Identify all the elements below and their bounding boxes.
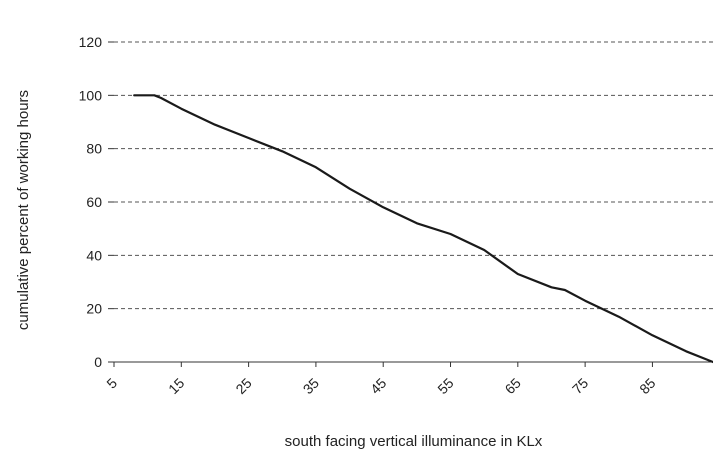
y-tick-labels: 0 20 40 60 80 100 120 (79, 34, 114, 370)
x-tick-label-2: 25 (232, 375, 254, 397)
x-axis-title: south facing vertical illuminance in KLx (285, 433, 543, 450)
x-tick-label-7: 75 (569, 375, 591, 397)
x-tick-label-3: 35 (300, 375, 322, 397)
x-tick-label-1: 15 (165, 375, 187, 397)
x-tick-label-8: 85 (636, 375, 658, 397)
y-tick-label-6: 120 (79, 34, 103, 50)
x-tick-label-4: 45 (367, 375, 389, 397)
y-tick-label-0: 0 (94, 354, 102, 370)
x-tick-label-6: 65 (502, 375, 524, 397)
y-tick-label-5: 100 (79, 87, 103, 103)
series-layer (133, 94, 713, 364)
series-line (133, 94, 713, 364)
y-tick-label-1: 20 (86, 301, 102, 317)
y-tick-label-3: 60 (86, 194, 102, 210)
y-axis-title: cumulative percent of working hours (15, 90, 32, 330)
x-tick-label-5: 55 (434, 375, 456, 397)
x-tick-label-0: 5 (103, 375, 120, 392)
x-tick-labels: 5 15 25 35 45 55 65 75 85 (103, 362, 659, 397)
y-tick-label-4: 80 (86, 141, 102, 157)
y-tick-label-2: 40 (86, 247, 102, 263)
gridlines (114, 41, 713, 310)
